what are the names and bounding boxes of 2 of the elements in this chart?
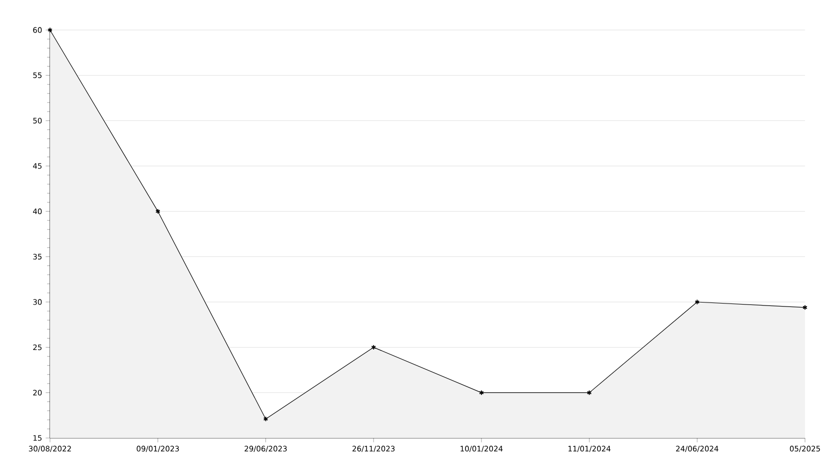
point bbox=[694, 299, 700, 305]
point bbox=[263, 416, 268, 422]
